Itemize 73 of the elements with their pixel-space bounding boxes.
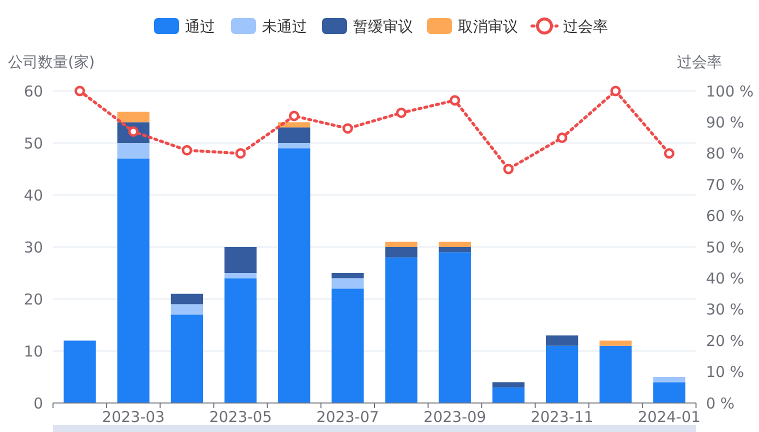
bar [170, 314, 204, 403]
x-tick-label: 2023-07 [316, 408, 380, 426]
y-axis-title: 公司数量(家) [8, 53, 95, 71]
bar [117, 112, 150, 122]
bar [546, 346, 578, 403]
bar [438, 242, 471, 247]
point [342, 123, 353, 134]
bar [600, 340, 632, 346]
point [288, 110, 300, 122]
y2-tick-label: 70 % [706, 176, 744, 194]
bar [332, 273, 364, 278]
y-tick-label: 20 [24, 290, 43, 308]
y2-tick-label: 60 % [706, 207, 744, 226]
y2-tick-label: 20 % [706, 332, 744, 350]
bar [117, 158, 150, 403]
point [664, 148, 674, 159]
y2-tick-label: 30 % [706, 300, 744, 319]
bar [385, 247, 418, 258]
bar [600, 346, 632, 403]
bar [170, 294, 204, 304]
point [610, 86, 621, 96]
point [74, 86, 86, 96]
y-tick-label: 60 [24, 82, 43, 100]
legend-label: 过会率 [563, 17, 608, 36]
x-tick-label: 2023-11 [530, 408, 594, 426]
bar [117, 143, 150, 159]
bar [492, 387, 525, 403]
bar [385, 242, 418, 247]
y2-axis-title: 过会率 [677, 53, 722, 71]
bar [278, 148, 310, 403]
bar [492, 382, 525, 388]
y-tick-label: 10 [24, 342, 43, 360]
bar [546, 335, 578, 346]
y2-tick-label: 0 % [706, 394, 735, 412]
bar [224, 273, 257, 278]
y-tick-label: 0 [33, 394, 43, 412]
y2-tick-label: 10 % [706, 363, 744, 382]
bar [653, 382, 686, 403]
bar [224, 247, 257, 273]
point [450, 95, 460, 106]
bar [332, 278, 364, 289]
point [235, 148, 246, 159]
x-tick-label: 2024-01 [638, 408, 701, 426]
y2-tick-label: 40 % [706, 269, 744, 288]
point [182, 145, 192, 156]
bar [278, 143, 310, 148]
y2-tick-label: 50 % [706, 238, 744, 256]
y-tick-label: 50 [24, 134, 43, 152]
bar [278, 127, 310, 143]
x-tick-label: 2023-03 [102, 408, 165, 426]
y-tick-label: 30 [24, 238, 43, 256]
bar [332, 288, 364, 403]
point [396, 108, 407, 118]
legend-label: 暂缓审议 [353, 17, 413, 36]
y2-tick-label: 90 % [706, 113, 744, 132]
bar [385, 257, 418, 403]
bar [170, 304, 204, 315]
legend-label: 未通过 [262, 17, 307, 36]
point [503, 164, 514, 174]
y-tick-label: 40 [24, 186, 43, 204]
y2-tick-label: 80 % [706, 144, 744, 163]
bar [438, 247, 471, 252]
x-tick-label: 2023-05 [209, 408, 272, 426]
bar [64, 340, 96, 403]
bar [278, 122, 310, 128]
x-tick-label: 2023-09 [424, 408, 486, 426]
legend-label: 取消审议 [458, 17, 518, 36]
y2-tick-label: 100 % [706, 82, 754, 100]
bar [438, 252, 471, 403]
legend-label: 通过 [185, 17, 215, 36]
bar [224, 278, 257, 403]
point [556, 132, 568, 144]
bar [653, 377, 686, 382]
